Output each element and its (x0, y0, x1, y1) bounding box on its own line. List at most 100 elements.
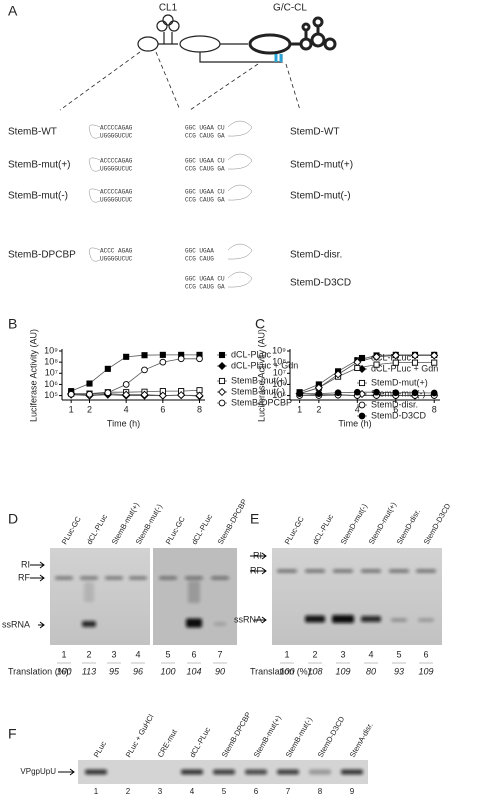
lane-label: dCL-PLuc (190, 512, 215, 546)
band (181, 769, 203, 775)
band-marker: VPgpUpU (20, 767, 56, 776)
marker (373, 361, 380, 368)
x-tick-label: 6 (160, 404, 165, 414)
band (333, 569, 353, 573)
lane-number: 3 (340, 649, 345, 659)
legend-label: dCL-PLuc (231, 349, 272, 359)
construct-name: StemB-DPCBP (8, 250, 76, 261)
sequence: CCG CAUG GA (185, 284, 225, 291)
lane-label: dCL-PLuc (311, 512, 336, 546)
marker (372, 352, 381, 361)
construct-name: StemD-mut(-) (290, 191, 351, 202)
lane-label: StemA-disr. (348, 721, 375, 759)
y-axis-label: Luciferase Activity (AU) (256, 329, 266, 422)
y-tick-label: 10⁵ (44, 390, 58, 400)
translation-value: 108 (307, 666, 322, 676)
construct-name: StemD-mut(+) (290, 160, 353, 171)
lane-label: StemD-disr. (395, 508, 422, 546)
panel-label: F (8, 726, 17, 742)
lane-label: PLuc-GC (164, 514, 188, 546)
translation-label: Translation (%): (250, 666, 313, 676)
lane-number: 4 (368, 649, 373, 659)
lane-label: StemD-mut(-) (339, 502, 370, 546)
lane-label: StemB-mut(-) (284, 715, 315, 759)
loop (88, 124, 101, 139)
loop (227, 243, 253, 260)
marker (159, 358, 167, 366)
marker (358, 379, 366, 387)
translation-value: 100 (56, 666, 71, 676)
lane-number: 4 (190, 787, 195, 796)
arrows (30, 552, 267, 776)
lane-number: 5 (165, 649, 170, 659)
x-axis-label: Time (h) (107, 418, 140, 428)
x-tick-label: 8 (197, 404, 202, 414)
x-tick-label: 2 (87, 404, 92, 414)
band (185, 576, 203, 580)
marker (353, 358, 362, 367)
band-marker: RF (18, 572, 30, 582)
legend-label: StemD-D3CD (371, 410, 427, 420)
marker (122, 390, 131, 399)
y-tick-label: 10⁵ (272, 390, 286, 400)
lane-number: 2 (126, 787, 131, 796)
lane-number: 1 (61, 649, 66, 659)
band (211, 576, 229, 580)
band (416, 569, 436, 573)
loop (227, 120, 253, 137)
translation-value: 113 (82, 666, 96, 676)
band (129, 576, 147, 580)
legend-label: StemD-mut(+) (371, 377, 428, 387)
marker (218, 399, 226, 407)
sequence: GGC UGAA CU (185, 189, 225, 196)
lane-label: StemB-DPCBP (220, 710, 253, 759)
x-tick-label: 8 (432, 404, 437, 414)
sequence: CCG CAUG GA (185, 133, 225, 140)
sequence: GGC UGAA CU (185, 158, 225, 165)
legend-label: StemD-disr. (371, 399, 418, 409)
translation-value: 95 (109, 666, 120, 676)
panel-label: D (8, 511, 18, 527)
marker (177, 355, 185, 363)
marker (430, 351, 439, 360)
y-tick-label: 10⁹ (44, 345, 58, 355)
marker (391, 351, 400, 360)
band (332, 615, 354, 623)
sequence: ACCCCAGAG (100, 158, 133, 165)
band-marker: RI (253, 550, 262, 560)
x-tick-label: 1 (69, 404, 74, 414)
x-tick-label: 4 (355, 404, 360, 414)
construct-name: StemB-mut(+) (8, 160, 71, 171)
rna-schematic (59, 14, 337, 111)
sequence: UGGGGUCUC (100, 197, 133, 204)
band (389, 569, 409, 573)
translation-value: 80 (366, 666, 376, 676)
band (84, 582, 94, 602)
marker (123, 353, 130, 360)
band (309, 769, 331, 775)
band (341, 769, 363, 775)
marker (141, 366, 148, 374)
sequence: ACCC AGAG (100, 248, 133, 255)
x-tick-label: 4 (124, 404, 129, 414)
marker (159, 351, 166, 358)
lane-label: StemB-DPCBP (216, 497, 249, 546)
lane-label: CRE-mut (156, 727, 180, 759)
marker (177, 391, 186, 400)
loop (227, 271, 253, 288)
marker (140, 390, 149, 399)
y-axis-label: Luciferase Activity (AU) (28, 329, 38, 422)
sequence: CCG CAUG (185, 256, 214, 263)
marker (196, 355, 203, 363)
translation-value: 100 (279, 666, 294, 676)
band (214, 622, 226, 626)
marker (353, 388, 361, 396)
lane-number: 3 (158, 787, 163, 796)
sequence: UGGGGUCUC (100, 256, 133, 263)
lane-label: StemD-D3CD (316, 714, 347, 759)
translation-value: 100 (160, 666, 175, 676)
x-axis-label: Time (h) (338, 418, 371, 428)
sequence: CCG CAUG GA (185, 197, 225, 204)
lane-label: StemD-D3CD (422, 501, 453, 546)
element-label: G/C-CL (273, 3, 307, 14)
